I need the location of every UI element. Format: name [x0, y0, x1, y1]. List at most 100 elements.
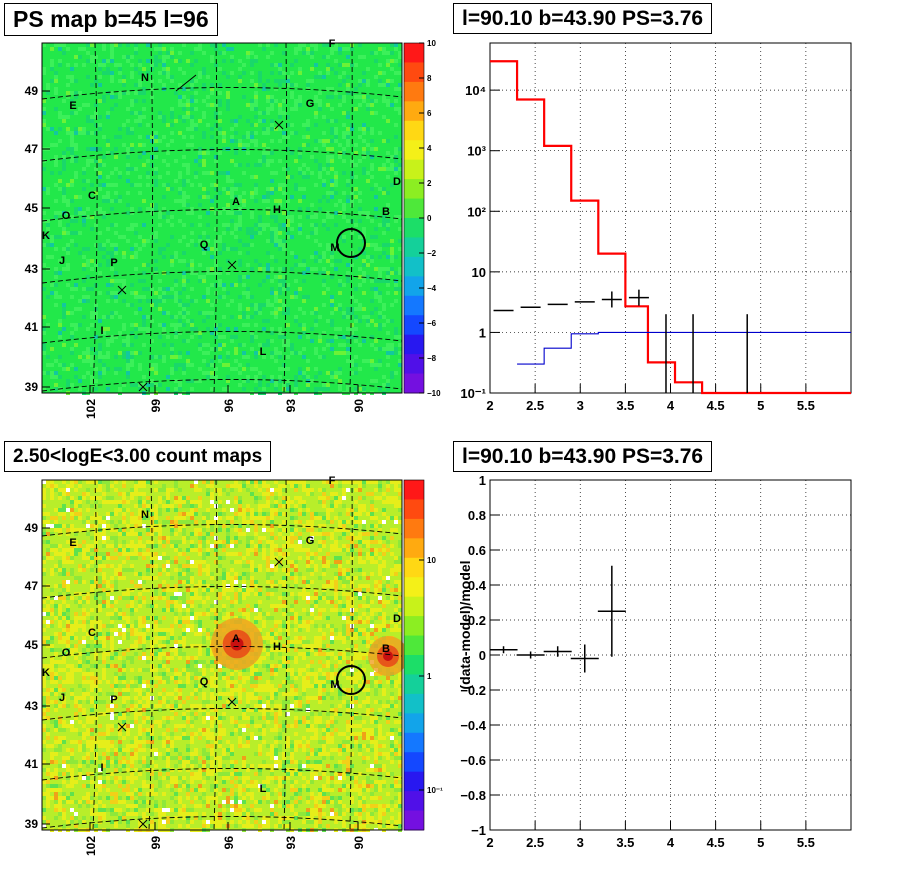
map-pixel [206, 271, 210, 275]
map-pixel [98, 123, 102, 127]
map-pixel [366, 588, 370, 592]
map-pixel [370, 259, 374, 263]
map-pixel [310, 223, 314, 227]
map-pixel [282, 512, 286, 516]
map-pixel [118, 624, 122, 628]
map-pixel [110, 484, 114, 488]
map-pixel [306, 367, 310, 371]
map-pixel [106, 351, 110, 355]
map-pixel [346, 359, 350, 363]
map-pixel [170, 255, 174, 259]
map-pixel [286, 620, 290, 624]
map-pixel [322, 255, 326, 259]
map-pixel [270, 51, 274, 55]
map-pixel [146, 123, 150, 127]
map-pixel [270, 564, 274, 568]
map-pixel [382, 267, 386, 271]
map-pixel [134, 83, 138, 87]
map-pixel [166, 311, 170, 315]
map-pixel [50, 375, 54, 379]
map-pixel [346, 508, 350, 512]
map-pixel [394, 47, 398, 51]
map-pixel [50, 127, 54, 131]
map-pixel [186, 295, 190, 299]
map-pixel [306, 484, 310, 488]
map-pixel [162, 616, 166, 620]
map-pixel [70, 143, 74, 147]
map-pixel [262, 343, 266, 347]
map-pixel [218, 596, 222, 600]
map-pixel [366, 323, 370, 327]
map-pixel [250, 576, 254, 580]
map-pixel [270, 672, 274, 676]
map-pixel [162, 632, 166, 636]
map-pixel [114, 311, 118, 315]
map-pixel [42, 532, 46, 536]
map-pixel [82, 279, 86, 283]
map-pixel [382, 191, 386, 195]
map-pixel [138, 624, 142, 628]
map-pixel [118, 548, 122, 552]
map-pixel [302, 668, 306, 672]
map-pixel [66, 484, 70, 488]
map-pixel [206, 123, 210, 127]
map-pixel [398, 608, 402, 612]
map-pixel [58, 624, 62, 628]
map-pixel [394, 155, 398, 159]
map-pixel [334, 588, 338, 592]
map-pixel [270, 588, 274, 592]
map-pixel [346, 131, 350, 135]
map-pixel [114, 524, 118, 528]
map-pixel [150, 556, 154, 560]
map-pixel [162, 488, 166, 492]
map-pixel [98, 504, 102, 508]
map-pixel [298, 171, 302, 175]
map-pixel [78, 652, 82, 656]
map-pixel [334, 247, 338, 251]
map-pixel [242, 323, 246, 327]
map-pixel [98, 568, 102, 572]
map-pixel [218, 512, 222, 516]
map-pixel [334, 351, 338, 355]
map-pixel [290, 351, 294, 355]
map-pixel [270, 524, 274, 528]
map-pixel [378, 291, 382, 295]
map-pixel [322, 331, 326, 335]
map-pixel [386, 291, 390, 295]
map-pixel [70, 516, 74, 520]
map-pixel [330, 584, 334, 588]
map-pixel [378, 387, 382, 391]
map-pixel [246, 143, 250, 147]
map-pixel [374, 147, 378, 151]
source-label: M [330, 242, 339, 254]
map-pixel [286, 355, 290, 359]
map-pixel [42, 480, 46, 484]
map-pixel [254, 608, 258, 612]
map-pixel [94, 636, 98, 640]
source-cross-marker [138, 382, 148, 392]
map-pixel [230, 544, 234, 548]
map-pixel [334, 223, 338, 227]
map-pixel [354, 524, 358, 528]
map-pixel [318, 668, 322, 672]
map-pixel [50, 371, 54, 375]
map-pixel [362, 79, 366, 83]
map-pixel [390, 351, 394, 355]
map-pixel [90, 131, 94, 135]
map-pixel [394, 488, 398, 492]
map-pixel [258, 343, 262, 347]
map-pixel [358, 267, 362, 271]
map-pixel [254, 55, 258, 59]
map-pixel [46, 87, 50, 91]
map-pixel [266, 512, 270, 516]
map-pixel [178, 191, 182, 195]
map-pixel [130, 247, 134, 251]
map-pixel [78, 516, 82, 520]
map-pixel [202, 159, 206, 163]
map-pixel [314, 75, 318, 79]
map-pixel [374, 99, 378, 103]
map-pixel [274, 299, 278, 303]
map-pixel [54, 680, 58, 684]
map-pixel [338, 75, 342, 79]
map-pixel [198, 580, 202, 584]
